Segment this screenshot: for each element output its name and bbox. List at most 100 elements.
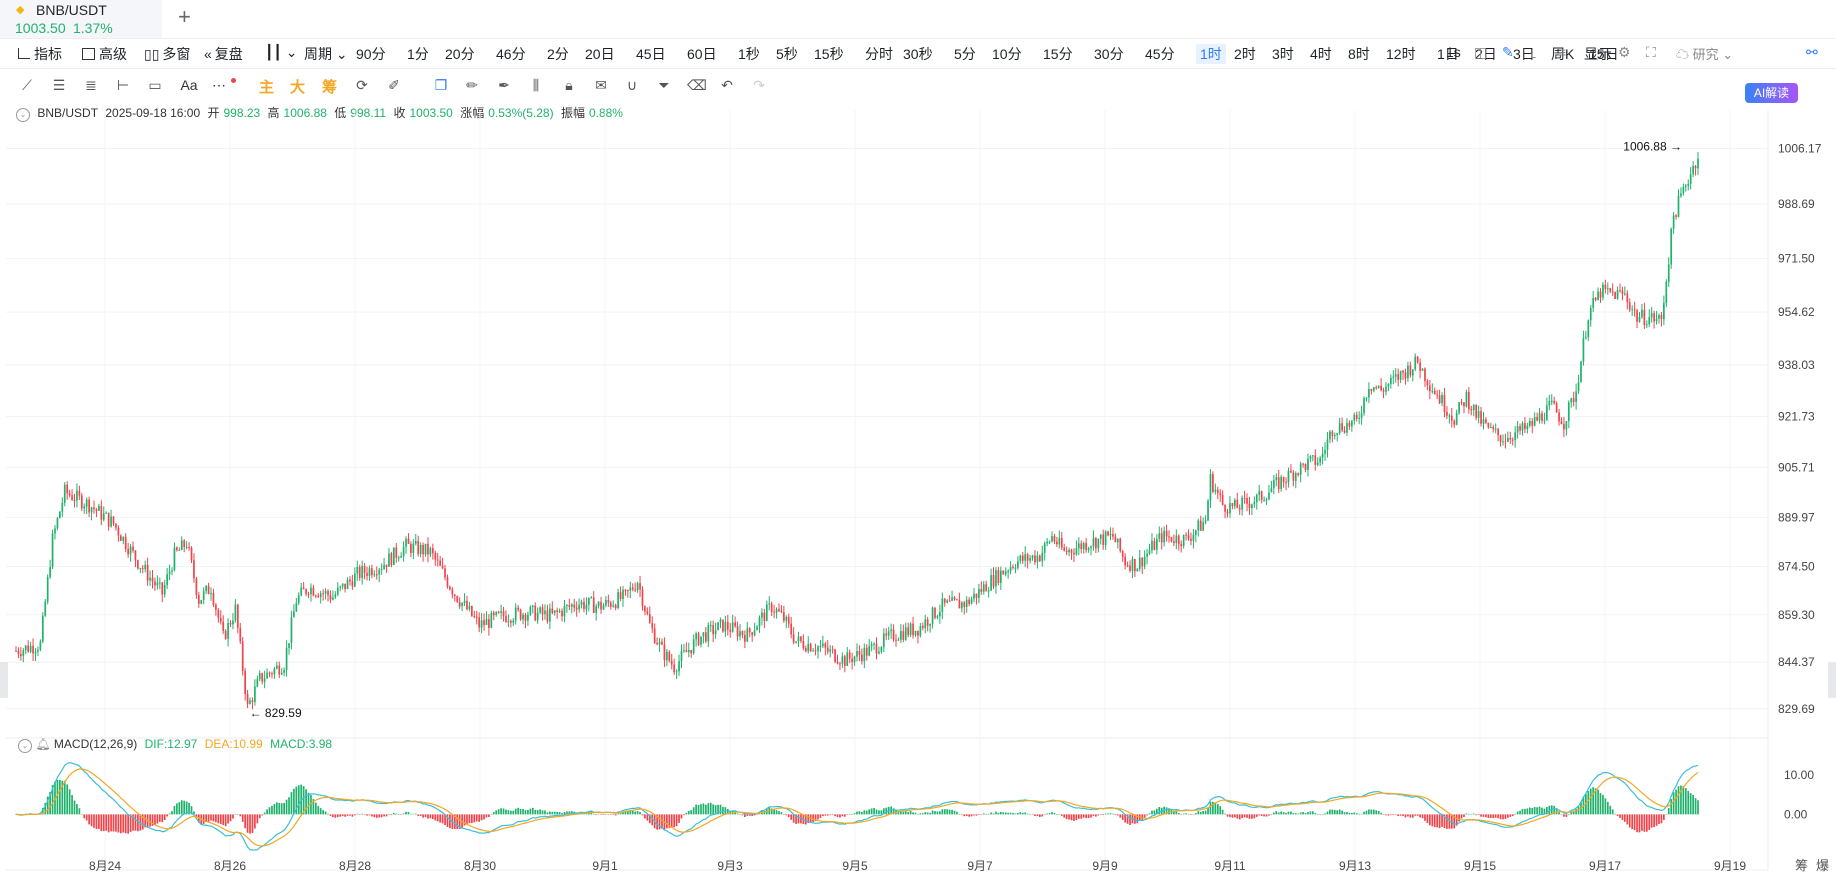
period-4[interactable]: 2分 bbox=[547, 46, 569, 62]
period-3[interactable]: 46分 bbox=[496, 46, 526, 62]
note-icon[interactable]: ✉ bbox=[595, 77, 607, 93]
period-7[interactable]: 60日 bbox=[687, 46, 717, 62]
explode-label[interactable]: 爆 bbox=[1816, 858, 1830, 873]
candle-body-488 bbox=[1204, 520, 1207, 523]
period-24[interactable]: 1日 bbox=[1437, 46, 1459, 62]
period-23[interactable]: 12时 bbox=[1386, 46, 1416, 62]
period-22[interactable]: 8时 bbox=[1348, 46, 1370, 62]
channel-icon[interactable]: ≣ bbox=[85, 77, 97, 93]
period-0[interactable]: 90分 bbox=[356, 46, 386, 62]
period-18[interactable]: 1时 bbox=[1196, 44, 1226, 64]
period-12[interactable]: 30秒 bbox=[903, 46, 933, 62]
macd-bar-22 bbox=[68, 789, 71, 815]
macd-bar-434 bbox=[1073, 814, 1075, 821]
period-25[interactable]: 2日 bbox=[1475, 46, 1497, 62]
period-27[interactable]: 周K bbox=[1551, 46, 1575, 62]
macd-bar-676 bbox=[1663, 814, 1665, 820]
text-tool-icon[interactable]: Aa bbox=[180, 77, 198, 93]
collapse-icon[interactable]: ⌄ bbox=[16, 108, 30, 122]
big-button[interactable]: 大 bbox=[290, 79, 306, 96]
candle-body-76 bbox=[200, 599, 203, 604]
period-10[interactable]: 15秒 bbox=[814, 46, 844, 62]
candle-body-636 bbox=[1565, 421, 1568, 430]
period-5[interactable]: 20日 bbox=[585, 46, 615, 62]
trash-icon[interactable]: ⌫ bbox=[687, 77, 707, 93]
chip-button[interactable]: 筹 bbox=[322, 79, 338, 96]
ai-read-button[interactable]: AI解读 bbox=[1745, 83, 1798, 103]
bars-icon[interactable]: ⫼ bbox=[532, 77, 540, 93]
marker-icon[interactable]: ✒ bbox=[498, 77, 510, 93]
candle-body-327 bbox=[812, 650, 814, 652]
macd-bar-635 bbox=[1563, 814, 1565, 817]
period-14[interactable]: 10分 bbox=[992, 46, 1022, 62]
research-dropdown[interactable]: ☁ 研究 ⌄ bbox=[1676, 47, 1734, 62]
replay-button[interactable]: «复盘 bbox=[204, 46, 243, 62]
bell-icon[interactable]: 🔔︎ bbox=[35, 737, 51, 751]
period-dropdown[interactable]: 周期 ⌄ bbox=[304, 46, 348, 62]
period-8[interactable]: 1秒 bbox=[738, 46, 760, 62]
candle-body-241 bbox=[602, 605, 605, 610]
window-icon[interactable]: ⌞ bbox=[1530, 44, 1537, 60]
magnet-icon[interactable]: ∪ bbox=[626, 77, 638, 93]
macd-collapse-icon[interactable]: ⌄ bbox=[18, 739, 32, 753]
period-16[interactable]: 30分 bbox=[1094, 46, 1124, 62]
lock-icon[interactable]: 🔒︎ bbox=[565, 77, 573, 93]
period-1[interactable]: 1分 bbox=[407, 46, 429, 62]
advanced-button[interactable]: 高级 bbox=[82, 44, 127, 64]
brush-icon[interactable]: ✐ bbox=[388, 77, 400, 93]
macd-bar-609 bbox=[1499, 814, 1502, 820]
redo-icon[interactable]: ↷ bbox=[753, 77, 765, 93]
candle-body-394 bbox=[975, 593, 978, 598]
right-scroll-handle[interactable] bbox=[1828, 662, 1836, 698]
symbol-tab[interactable]: ◆ BNB/USDT 1003.50 1.37% bbox=[0, 0, 162, 38]
horizontal-line-icon[interactable]: ⊢ bbox=[116, 77, 130, 93]
filter-icon[interactable]: ⏷ bbox=[658, 77, 670, 93]
add-tab-icon[interactable]: + bbox=[178, 4, 191, 29]
period-19[interactable]: 2时 bbox=[1234, 46, 1256, 62]
period-11[interactable]: 分时 bbox=[865, 46, 893, 62]
chip-label[interactable]: 筹 bbox=[1795, 858, 1809, 873]
list-icon[interactable]: ≡ bbox=[1558, 44, 1567, 60]
macd-bar-367 bbox=[909, 810, 912, 815]
macd-bar-561 bbox=[1382, 814, 1385, 815]
period-28[interactable]: 15日 bbox=[1589, 46, 1619, 62]
period-21[interactable]: 4时 bbox=[1310, 46, 1332, 62]
candle-body-557 bbox=[1372, 387, 1375, 391]
notification-dot bbox=[231, 78, 236, 83]
rectangle-icon[interactable]: ▭ bbox=[148, 77, 162, 93]
period-20[interactable]: 3时 bbox=[1272, 46, 1294, 62]
pen-icon[interactable]: ✎ bbox=[1502, 44, 1514, 60]
period-17[interactable]: 45分 bbox=[1145, 46, 1175, 62]
period-6[interactable]: 45日 bbox=[636, 46, 666, 62]
copy-icon[interactable]: ❐ bbox=[434, 77, 448, 93]
share-icon[interactable]: ⚯ bbox=[1806, 44, 1818, 60]
line-tool-icon[interactable]: ⟋ bbox=[22, 77, 32, 93]
display-button[interactable]: 显示 bbox=[1584, 46, 1612, 62]
period-26[interactable]: 3日 bbox=[1513, 46, 1535, 62]
multi-window-button[interactable]: ▯▯ 多窗 bbox=[144, 46, 191, 62]
main-button[interactable]: 主 bbox=[259, 79, 275, 96]
parallel-lines-icon[interactable]: ☰ bbox=[52, 77, 66, 93]
left-scroll-handle[interactable] bbox=[0, 662, 8, 698]
macd-bar-178 bbox=[449, 814, 451, 829]
candle-body-265 bbox=[661, 641, 663, 645]
period-13[interactable]: 5分 bbox=[954, 46, 976, 62]
period-15[interactable]: 15分 bbox=[1043, 46, 1073, 62]
chart-type-dropdown[interactable]: ┃┃ ⌄ bbox=[265, 44, 297, 61]
candle-body-282 bbox=[702, 632, 705, 637]
more-icon[interactable]: ⋯ bbox=[212, 77, 226, 93]
fullscreen-icon[interactable]: ⛶ bbox=[1646, 44, 1656, 60]
seconds-button[interactable]: 1s bbox=[1446, 44, 1461, 60]
undo-icon[interactable]: ↶ bbox=[721, 77, 733, 93]
camera-icon[interactable]: ◫ bbox=[1474, 44, 1488, 60]
ruler-icon[interactable]: ✏ bbox=[466, 77, 478, 93]
sync-icon[interactable]: ⟳ bbox=[356, 77, 368, 93]
macd-bar-142 bbox=[361, 813, 364, 815]
period-2[interactable]: 20分 bbox=[445, 46, 475, 62]
macd-bar-323 bbox=[802, 814, 805, 825]
candle-body-379 bbox=[939, 611, 941, 617]
gear-icon[interactable]: ⚙ bbox=[1618, 44, 1631, 60]
period-9[interactable]: 5秒 bbox=[776, 46, 798, 62]
indicators-button[interactable]: 指标 bbox=[18, 44, 62, 64]
